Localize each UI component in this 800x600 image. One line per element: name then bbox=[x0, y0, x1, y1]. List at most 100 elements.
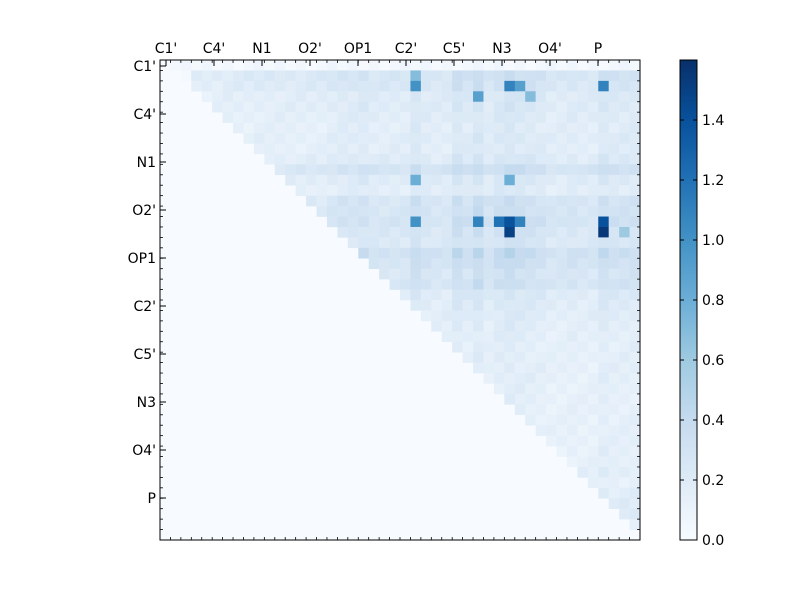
heatmap-cell bbox=[504, 393, 516, 405]
heatmap-cell bbox=[587, 310, 599, 322]
heatmap-cell bbox=[619, 487, 630, 499]
heatmap-cell bbox=[274, 164, 286, 176]
heatmap-cell bbox=[441, 279, 453, 290]
heatmap-cell bbox=[243, 101, 255, 113]
heatmap-cell bbox=[535, 268, 547, 280]
heatmap-cell bbox=[493, 268, 505, 280]
heatmap-cell bbox=[566, 279, 578, 290]
heatmap-cell bbox=[379, 153, 390, 165]
heatmap-cell bbox=[608, 446, 620, 457]
heatmap-cell bbox=[535, 279, 547, 290]
heatmap-cell bbox=[368, 247, 380, 259]
heatmap-cell bbox=[608, 487, 620, 499]
heatmap-cell bbox=[566, 320, 578, 332]
heatmap-cell bbox=[629, 143, 641, 155]
heatmap-cell bbox=[326, 80, 338, 92]
heatmap-cell bbox=[504, 258, 516, 269]
y-tick-label: O4' bbox=[132, 443, 156, 459]
heatmap-cell bbox=[556, 133, 568, 144]
colorbar-tick-label: 0.4 bbox=[702, 413, 724, 429]
heatmap-cell bbox=[577, 185, 589, 196]
heatmap-cell bbox=[316, 122, 328, 134]
heatmap-cell bbox=[525, 237, 536, 249]
heatmap-cell bbox=[608, 91, 620, 103]
y-tick-label: P bbox=[148, 491, 156, 507]
heatmap-cell bbox=[358, 174, 369, 186]
heatmap-cell bbox=[514, 331, 526, 343]
heatmap-cell bbox=[473, 91, 484, 103]
heatmap-cell bbox=[587, 247, 599, 259]
heatmap-cell bbox=[556, 206, 568, 217]
heatmap-cell bbox=[535, 300, 547, 311]
heatmap-cell bbox=[514, 143, 526, 155]
heatmap-cell bbox=[264, 101, 276, 113]
heatmap-cell bbox=[566, 362, 578, 374]
heatmap-cell bbox=[629, 331, 641, 343]
heatmap-cell bbox=[431, 300, 443, 311]
heatmap-cell bbox=[368, 185, 380, 196]
heatmap-cell bbox=[546, 122, 557, 134]
heatmap-cell bbox=[566, 153, 578, 165]
heatmap-cell bbox=[347, 143, 359, 155]
heatmap-cell bbox=[535, 404, 547, 416]
heatmap-cell bbox=[598, 425, 609, 436]
heatmap-cell bbox=[587, 404, 599, 416]
heatmap-cell bbox=[525, 133, 536, 144]
heatmap-cell bbox=[608, 362, 620, 374]
heatmap-cell bbox=[514, 268, 526, 280]
heatmap-cell bbox=[400, 70, 411, 82]
heatmap-cell bbox=[535, 383, 547, 395]
heatmap-cell bbox=[483, 226, 495, 238]
heatmap-cell bbox=[587, 206, 599, 217]
heatmap-cell bbox=[400, 174, 411, 186]
heatmap-cell bbox=[306, 80, 317, 92]
heatmap-cell bbox=[410, 268, 422, 280]
heatmap-cell bbox=[504, 279, 516, 290]
heatmap-cell bbox=[379, 70, 390, 82]
heatmap-cell bbox=[619, 383, 630, 395]
heatmap-cell bbox=[577, 310, 589, 322]
heatmap-cell bbox=[504, 362, 516, 374]
heatmap-cell bbox=[608, 320, 620, 332]
heatmap-cell bbox=[546, 153, 557, 165]
heatmap-cell bbox=[566, 216, 578, 228]
heatmap-cell bbox=[608, 310, 620, 322]
heatmap-cell bbox=[566, 91, 578, 103]
heatmap-cell bbox=[431, 216, 443, 228]
heatmap-cell bbox=[566, 195, 578, 207]
heatmap-cell bbox=[566, 435, 578, 447]
heatmap-cell bbox=[587, 425, 599, 436]
heatmap-cell bbox=[243, 70, 255, 82]
heatmap-cell bbox=[629, 80, 641, 92]
heatmap-cell bbox=[295, 185, 307, 196]
heatmap-cell bbox=[608, 174, 620, 186]
heatmap-cell bbox=[598, 101, 609, 113]
heatmap-cell bbox=[222, 80, 234, 92]
heatmap-cell bbox=[483, 60, 495, 71]
heatmap-cell bbox=[326, 112, 338, 123]
heatmap-cell bbox=[441, 164, 453, 176]
heatmap-cell bbox=[629, 112, 641, 123]
heatmap-cell bbox=[368, 60, 380, 71]
heatmap-cell bbox=[587, 383, 599, 395]
heatmap-cell bbox=[556, 362, 568, 374]
heatmap-cell bbox=[358, 195, 369, 207]
heatmap-cell bbox=[483, 237, 495, 249]
heatmap-cell bbox=[629, 456, 641, 468]
heatmap-cell bbox=[566, 352, 578, 363]
heatmap-cell bbox=[473, 247, 484, 259]
colorbar-tick-label: 0.6 bbox=[702, 353, 724, 369]
heatmap-cell bbox=[535, 247, 547, 259]
heatmap-cell bbox=[587, 133, 599, 144]
heatmap-cell bbox=[629, 195, 641, 207]
heatmap-cell bbox=[295, 164, 307, 176]
heatmap-cell bbox=[493, 237, 505, 249]
heatmap-cell bbox=[462, 70, 474, 82]
heatmap-cell bbox=[619, 289, 630, 301]
heatmap-cell bbox=[587, 320, 599, 332]
heatmap-cell bbox=[504, 352, 516, 363]
heatmap-cell bbox=[431, 174, 443, 186]
heatmap-cell bbox=[400, 258, 411, 269]
heatmap-cell bbox=[420, 143, 432, 155]
heatmap-cell bbox=[598, 320, 609, 332]
